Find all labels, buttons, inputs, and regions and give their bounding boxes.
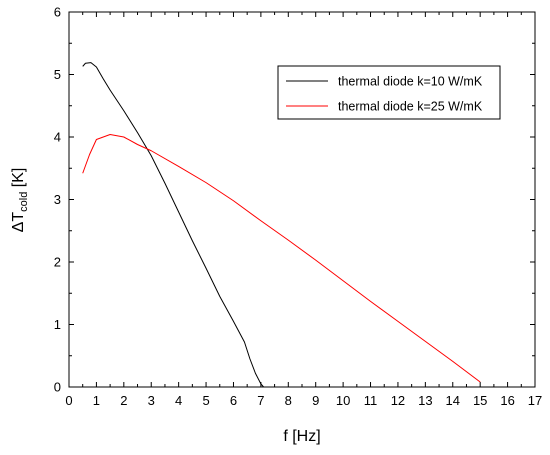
y-axis-title: ΔTcold [K]	[10, 168, 30, 233]
x-tick-label: 14	[446, 393, 460, 408]
x-tick-label: 9	[312, 393, 319, 408]
y-tick-label: 4	[54, 130, 61, 145]
x-tick-label: 1	[93, 393, 100, 408]
y-tick-label: 3	[54, 192, 61, 207]
x-tick-label: 2	[120, 393, 127, 408]
series-lines	[82, 62, 481, 388]
x-tick-label: 5	[202, 393, 209, 408]
legend: thermal diode k=10 W/mK thermal diode k=2…	[277, 65, 501, 120]
y-axis-title-main: ΔT	[10, 212, 27, 233]
legend-label-1: thermal diode k=10 W/mK	[338, 75, 483, 89]
y-tick-label: 6	[54, 5, 61, 20]
y-axis-title-subscript: cold	[18, 192, 30, 212]
y-axis-title-unit: [K]	[10, 168, 27, 192]
x-tick-label: 4	[175, 393, 182, 408]
legend-label-2: thermal diode k=25 W/mK	[338, 100, 483, 114]
x-tick-label: 3	[148, 393, 155, 408]
y-tick-label: 5	[54, 67, 61, 82]
x-tick-label: 7	[257, 393, 264, 408]
x-tick-label: 0	[65, 393, 72, 408]
y-tick-label: 2	[54, 255, 61, 270]
x-tick-label: 8	[285, 393, 292, 408]
x-tick-label: 6	[230, 393, 237, 408]
x-tick-label: 12	[391, 393, 405, 408]
x-tick-label: 17	[528, 393, 542, 408]
x-tick-label: 13	[418, 393, 432, 408]
x-tick-label: 15	[473, 393, 487, 408]
x-tick-label: 10	[336, 393, 350, 408]
y-tick-label: 0	[54, 380, 61, 395]
x-axis-title: f [Hz]	[283, 428, 320, 445]
x-tick-label: 11	[364, 393, 378, 408]
legend-box	[277, 65, 501, 120]
y-tick-label: 1	[54, 317, 61, 332]
series-line-1	[82, 62, 264, 388]
series-line-2	[82, 134, 481, 383]
x-tick-label: 16	[500, 393, 514, 408]
